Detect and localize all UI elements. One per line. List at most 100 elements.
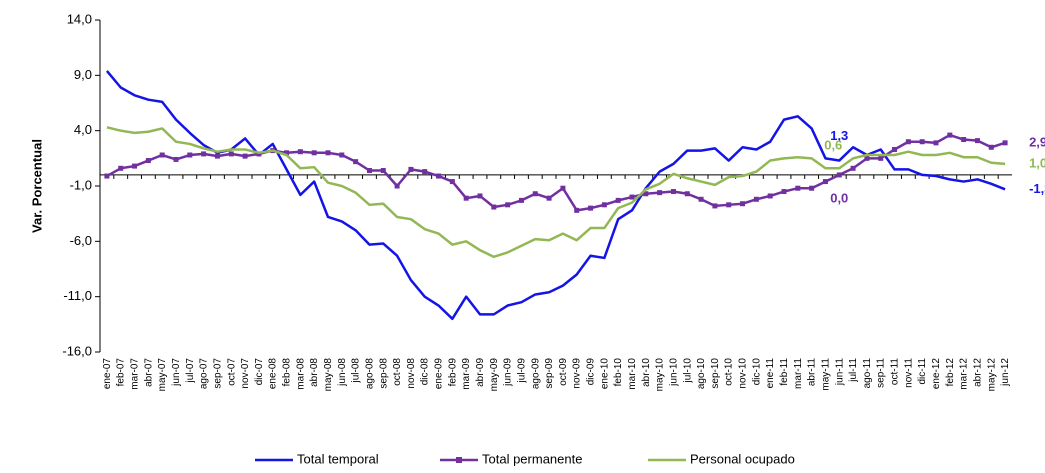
point-marker — [311, 150, 317, 156]
x-tick-label: nov-07 — [240, 358, 251, 389]
x-tick-label: mar-12 — [959, 358, 970, 390]
point-marker — [601, 202, 607, 208]
point-marker — [201, 151, 207, 157]
value-label: -1,3 — [1029, 181, 1045, 196]
point-marker — [795, 185, 801, 191]
point-marker — [878, 155, 884, 161]
y-tick-label: 9,0 — [74, 67, 92, 82]
x-tick-label: may-10 — [655, 358, 666, 392]
x-tick-label: jul-11 — [848, 358, 859, 383]
legend-marker — [456, 457, 462, 463]
x-tick-label: ene-09 — [434, 358, 445, 390]
x-tick-label: jul-08 — [351, 358, 362, 384]
x-tick-label: dic-11 — [917, 358, 928, 385]
x-tick-label: dic-09 — [586, 358, 597, 386]
x-tick-label: oct-09 — [558, 358, 569, 386]
point-marker — [449, 179, 455, 185]
x-tick-label: ene-08 — [268, 358, 279, 390]
x-tick-label: ene-11 — [765, 358, 776, 389]
y-axis-label: Var. Porcentual — [29, 139, 44, 233]
x-tick-label: ago-11 — [862, 358, 873, 389]
y-tick-label: -11,0 — [63, 288, 92, 303]
x-tick-label: may-08 — [323, 358, 334, 392]
x-tick-label: jun-11 — [834, 358, 845, 386]
point-marker — [118, 165, 124, 171]
point-marker — [698, 196, 704, 202]
x-tick-label: mar-11 — [793, 358, 804, 389]
point-marker — [822, 179, 828, 185]
point-marker — [159, 152, 165, 158]
x-tick-label: nov-09 — [572, 358, 583, 389]
x-tick-label: may-12 — [986, 358, 997, 392]
x-tick-label: ago-07 — [199, 358, 210, 390]
point-marker — [104, 173, 110, 179]
point-marker — [670, 189, 676, 195]
point-marker — [712, 203, 718, 209]
point-marker — [422, 169, 428, 175]
x-tick-label: jul-10 — [682, 358, 693, 384]
point-marker — [187, 152, 193, 158]
x-tick-label: jul-09 — [516, 358, 527, 384]
x-tick-label: feb-07 — [116, 358, 127, 387]
x-tick-label: sep-07 — [212, 358, 223, 389]
point-marker — [491, 204, 497, 210]
x-tick-label: jun-07 — [171, 358, 182, 387]
y-tick-label: 4,0 — [74, 122, 92, 137]
x-tick-label: mar-09 — [461, 358, 472, 390]
point-marker — [767, 193, 773, 199]
point-marker — [629, 194, 635, 200]
point-marker — [864, 155, 870, 161]
x-tick-label: sep-11 — [876, 358, 887, 388]
point-marker — [284, 150, 290, 156]
x-tick-label: mar-10 — [627, 358, 638, 390]
legend-label: Total permanente — [482, 451, 582, 466]
x-tick-label: mar-07 — [130, 358, 141, 390]
x-tick-label: sep-08 — [378, 358, 389, 389]
x-tick-label: ago-09 — [530, 358, 541, 390]
point-marker — [297, 149, 303, 155]
point-marker — [353, 159, 359, 165]
point-marker — [905, 139, 911, 145]
legend-label: Total temporal — [297, 451, 379, 466]
point-marker — [132, 163, 138, 169]
legend-label: Personal ocupado — [690, 451, 795, 466]
point-marker — [366, 168, 372, 174]
point-marker — [726, 202, 732, 208]
series-line — [105, 70, 1006, 321]
x-tick-label: jun-10 — [668, 358, 679, 387]
point-marker — [974, 138, 980, 144]
point-marker — [574, 207, 580, 213]
x-tick-label: ago-10 — [696, 358, 707, 390]
x-tick-label: abr-09 — [475, 358, 486, 387]
x-tick-label: feb-10 — [613, 358, 624, 387]
x-tick-label: feb-11 — [779, 358, 790, 386]
x-tick-label: abr-08 — [309, 358, 320, 387]
x-tick-label: sep-09 — [544, 358, 555, 389]
x-tick-label: nov-08 — [406, 358, 417, 389]
x-tick-label: nov-10 — [738, 358, 749, 389]
x-tick-label: oct-07 — [226, 358, 237, 386]
value-label: 1,3 — [830, 128, 848, 143]
point-marker — [753, 196, 759, 202]
x-tick-label: feb-12 — [945, 358, 956, 387]
x-tick-label: sep-10 — [710, 358, 721, 389]
legend-item: Total permanente — [440, 451, 582, 466]
x-tick-label: jun-12 — [1000, 358, 1011, 387]
legend-item: Personal ocupado — [648, 451, 795, 466]
x-tick-label: may-09 — [489, 358, 500, 392]
x-tick-label: feb-09 — [447, 358, 458, 387]
point-marker — [836, 172, 842, 178]
point-marker — [781, 189, 787, 195]
x-tick-label: ago-08 — [364, 358, 375, 390]
point-marker — [228, 151, 234, 157]
value-label: 1,0 — [1029, 155, 1045, 170]
point-marker — [145, 158, 151, 164]
point-marker — [463, 195, 469, 201]
point-marker — [325, 150, 331, 156]
x-tick-label: oct-10 — [724, 358, 735, 386]
point-marker — [809, 185, 815, 191]
x-tick-label: dic-10 — [751, 358, 762, 386]
point-marker — [684, 191, 690, 197]
